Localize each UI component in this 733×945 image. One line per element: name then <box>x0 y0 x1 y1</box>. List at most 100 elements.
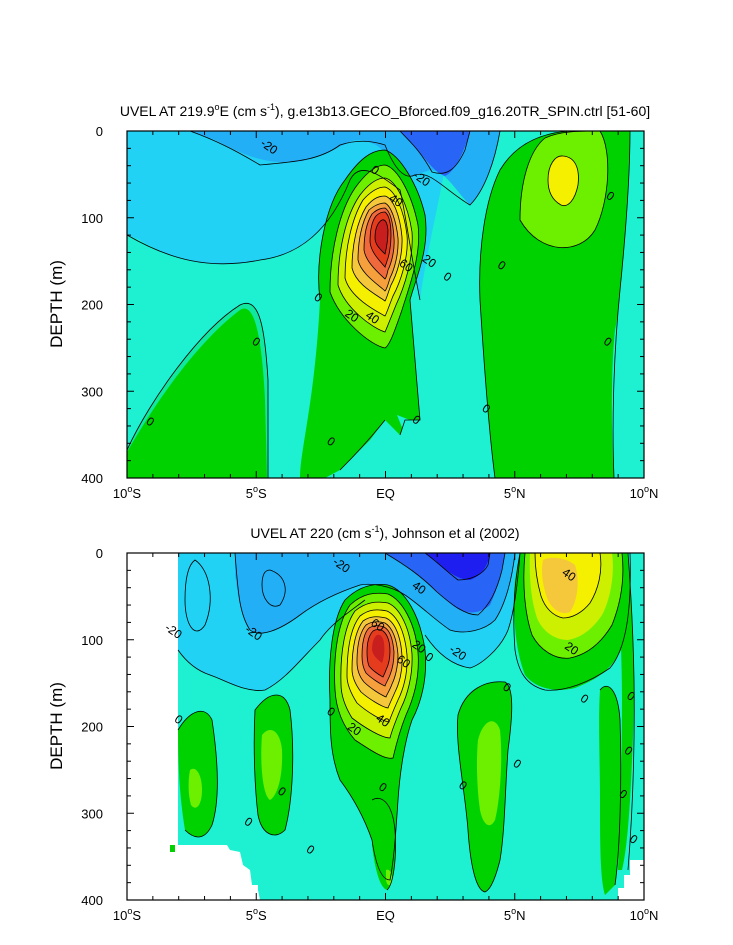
contour-line-model <box>547 155 579 207</box>
contour-line-model <box>374 219 389 255</box>
fill-left-green2-observations <box>188 768 202 808</box>
x-tick-label: 5oS <box>246 484 267 501</box>
contour-line-model <box>318 149 427 436</box>
fill-right-plus50-observations <box>542 557 578 614</box>
y-tick-label: 100 <box>81 633 103 648</box>
contour-line-model <box>351 195 403 302</box>
contour-line-observations <box>627 553 635 871</box>
contour-line-observations <box>534 553 602 619</box>
fill-center-plus90-observations <box>372 634 385 663</box>
fill-left-light-observations <box>262 570 286 607</box>
x-tick-label: 10oS <box>113 906 141 923</box>
y-tick-label: 0 <box>96 124 103 139</box>
contour-line-model <box>339 419 386 471</box>
y-tick-label: 200 <box>81 720 103 735</box>
x-tick-label: 5oS <box>246 906 267 923</box>
contour-line-model <box>363 207 395 280</box>
contour-line-observations <box>261 569 286 607</box>
contour-line-observations <box>366 629 391 678</box>
contour-line-observations <box>351 616 403 709</box>
contour-line-model <box>127 302 269 478</box>
fill-minus40-model <box>400 131 470 176</box>
contour-line-observations <box>184 559 211 632</box>
fill-far-right-green-observations <box>599 686 621 895</box>
chart-title-part: E (cm s <box>220 103 267 119</box>
contour-line-model <box>127 169 421 301</box>
x-tick-label: 10oN <box>630 484 659 501</box>
fill-center-deep-observations <box>372 798 396 890</box>
x-tick-label: 10oS <box>113 484 141 501</box>
contour-line-observations <box>234 553 516 634</box>
x-tick-label: 5oN <box>504 484 526 501</box>
contour-line-model <box>357 202 399 292</box>
fill-nodata-stair-green-observations <box>170 845 175 852</box>
chart-title-part: o <box>215 102 220 112</box>
contour-lines-model <box>127 131 631 478</box>
fill-far-right-model <box>613 131 644 478</box>
axis-ticks-model: 10oS 5oS EQ 5oN 10oN 0 100 200 300 400 <box>81 124 658 501</box>
chart-title-part: -1 <box>372 524 380 534</box>
contour-line-observations <box>177 710 218 838</box>
chart-title-model: UVEL AT 219.9oE (cm s-1), g.e13b13.GECO_… <box>120 102 650 119</box>
fill-nodata-right3-observations <box>618 888 644 900</box>
contour-line-observations <box>340 601 413 739</box>
contour-line-observations <box>329 583 427 881</box>
contour-line-model <box>344 186 408 317</box>
fill-left-blob-observations <box>185 560 211 631</box>
y-tick-label: 200 <box>81 298 103 313</box>
chart-title-part: ), g.e13b13.GECO_Bforced.f09_g16.20TR_SP… <box>275 103 650 119</box>
chart-title-part: -1 <box>267 102 275 112</box>
fill-nodata-left-observations <box>127 553 258 900</box>
chart-title-part: UVEL AT 219.9 <box>120 103 215 119</box>
contour-line-model <box>329 164 420 349</box>
contour-line-observations <box>599 685 622 886</box>
fill-deep-left-positive-model <box>127 308 267 478</box>
y-tick-label: 0 <box>96 546 103 561</box>
fill-far-right-green2-observations <box>618 600 635 870</box>
contour-line-observations <box>513 553 631 691</box>
contour-line-observations <box>371 797 396 891</box>
contour-line-observations <box>177 599 366 691</box>
y-axis-label-model: DEPTH (m) <box>47 260 66 348</box>
chart-title-part: UVEL AT 220 (cm s <box>250 525 371 541</box>
y-tick-label: 400 <box>81 893 103 908</box>
contour-line-observations <box>334 592 419 759</box>
x-tick-label: EQ <box>376 908 395 923</box>
contour-line-observations <box>356 621 399 698</box>
contour-line-observations <box>384 553 506 616</box>
contour-line-observations <box>424 553 521 669</box>
chart-title-observations: UVEL AT 220 (cm s-1), Johnson et al (200… <box>250 524 519 541</box>
y-axis-label-observations: DEPTH (m) <box>47 682 66 770</box>
contour-line-model <box>399 131 471 174</box>
axis-ticks-observations: 10oS 5oS EQ 5oN 10oN 0 100 200 300 400 <box>81 546 658 923</box>
contour-line-model <box>519 131 609 249</box>
y-tick-label: 100 <box>81 211 103 226</box>
contour-line-observations <box>424 553 491 581</box>
fill-center-plus90-model <box>375 219 388 254</box>
contour-line-model <box>479 299 496 478</box>
contour-line-observations <box>253 694 294 836</box>
contour-line-model <box>337 177 413 333</box>
contour-fill-model <box>127 131 644 478</box>
contour-lines-observations <box>177 553 635 893</box>
x-tick-label: EQ <box>376 486 395 501</box>
fill-mid-left-green2-observations <box>261 730 283 800</box>
fill-minus60-observations <box>425 553 490 580</box>
contour-line-observations <box>361 625 395 687</box>
fill-center-deep2-observations <box>386 869 393 886</box>
y-tick-label: 400 <box>81 471 103 486</box>
y-tick-label: 300 <box>81 806 103 821</box>
x-tick-label: 5oN <box>504 906 526 923</box>
x-tick-label: 10oN <box>630 906 659 923</box>
contour-line-model <box>479 131 571 301</box>
contour-line-model <box>369 211 392 269</box>
fill-right-plus30-model <box>548 155 579 206</box>
contour-line-observations <box>346 609 408 723</box>
y-tick-label: 300 <box>81 384 103 399</box>
fill-right-of-euc2-observations <box>476 721 502 826</box>
contour-line-observations <box>523 553 624 659</box>
contour-line-model <box>189 131 501 206</box>
